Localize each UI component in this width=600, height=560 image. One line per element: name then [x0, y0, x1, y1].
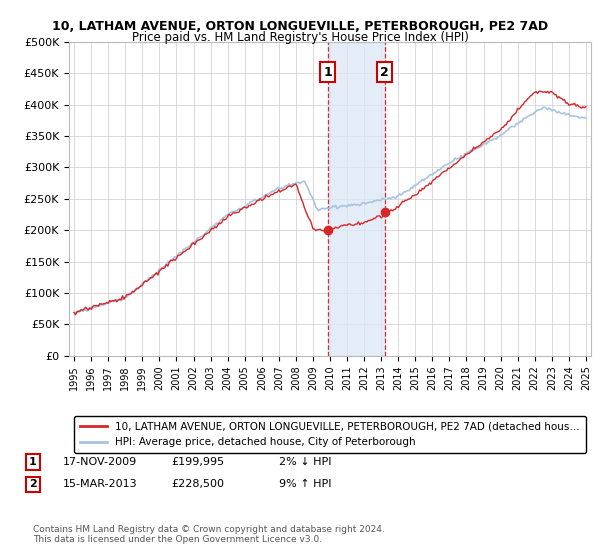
Text: 17-NOV-2009: 17-NOV-2009: [63, 457, 137, 467]
Text: £199,995: £199,995: [171, 457, 224, 467]
Text: 2% ↓ HPI: 2% ↓ HPI: [279, 457, 331, 467]
Text: 2: 2: [29, 479, 37, 489]
Text: 15-MAR-2013: 15-MAR-2013: [63, 479, 137, 489]
Text: 9% ↑ HPI: 9% ↑ HPI: [279, 479, 331, 489]
Text: Price paid vs. HM Land Registry's House Price Index (HPI): Price paid vs. HM Land Registry's House …: [131, 31, 469, 44]
Text: 10, LATHAM AVENUE, ORTON LONGUEVILLE, PETERBOROUGH, PE2 7AD: 10, LATHAM AVENUE, ORTON LONGUEVILLE, PE…: [52, 20, 548, 32]
Legend: 10, LATHAM AVENUE, ORTON LONGUEVILLE, PETERBOROUGH, PE2 7AD (detached hous…, HPI: 10, LATHAM AVENUE, ORTON LONGUEVILLE, PE…: [74, 416, 586, 454]
Text: £228,500: £228,500: [171, 479, 224, 489]
Text: Contains HM Land Registry data © Crown copyright and database right 2024.
This d: Contains HM Land Registry data © Crown c…: [33, 525, 385, 544]
Text: 1: 1: [29, 457, 37, 467]
Text: 1: 1: [323, 66, 332, 78]
Bar: [328, 42, 385, 356]
Text: 2: 2: [380, 66, 389, 78]
